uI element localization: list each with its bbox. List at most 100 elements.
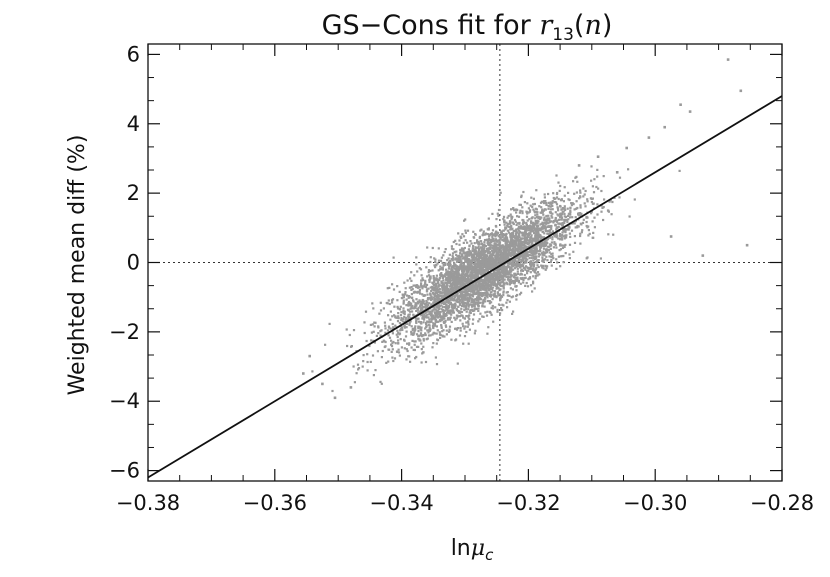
scatter-point bbox=[405, 358, 408, 361]
scatter-point bbox=[596, 213, 599, 216]
scatter-point bbox=[448, 281, 451, 284]
scatter-point bbox=[486, 294, 489, 297]
scatter-point bbox=[458, 287, 461, 290]
scatter-point bbox=[478, 285, 481, 288]
scatter-point bbox=[477, 298, 481, 301]
scatter-point bbox=[509, 268, 512, 272]
scatter-point bbox=[459, 251, 462, 254]
scatter-point bbox=[488, 279, 492, 282]
scatter-point bbox=[489, 262, 492, 265]
scatter-point bbox=[387, 360, 390, 363]
scatter-point bbox=[490, 241, 493, 244]
scatter-point bbox=[505, 281, 508, 284]
scatter-point bbox=[443, 250, 446, 254]
scatter-point bbox=[404, 318, 407, 321]
scatter-point bbox=[493, 262, 496, 265]
scatter-point bbox=[525, 222, 528, 225]
scatter-point bbox=[513, 267, 517, 270]
scatter-point bbox=[392, 256, 395, 259]
scatter-point bbox=[442, 279, 445, 282]
scatter-point bbox=[549, 247, 552, 250]
scatter-point bbox=[477, 272, 480, 275]
scatter-point bbox=[437, 269, 440, 272]
scatter-point bbox=[395, 333, 398, 336]
scatter-point bbox=[517, 246, 520, 249]
scatter-point bbox=[549, 211, 552, 214]
scatter-point bbox=[434, 260, 437, 263]
scatter-point bbox=[528, 218, 531, 221]
scatter-point bbox=[444, 306, 448, 309]
scatter-point bbox=[500, 258, 503, 261]
scatter-point bbox=[444, 248, 447, 251]
scatter-point bbox=[398, 354, 401, 357]
scatter-point bbox=[602, 218, 605, 222]
scatter-point bbox=[523, 225, 526, 228]
scatter-point bbox=[418, 286, 421, 289]
scatter-point bbox=[431, 333, 434, 336]
scatter-point bbox=[543, 193, 546, 196]
scatter-point bbox=[495, 253, 499, 256]
scatter-point bbox=[398, 321, 401, 325]
scatter-point bbox=[502, 261, 505, 264]
scatter-point bbox=[457, 327, 460, 330]
scatter-point bbox=[600, 210, 603, 213]
scatter-point bbox=[505, 241, 508, 244]
scatter-point bbox=[421, 317, 424, 320]
scatter-point bbox=[485, 268, 488, 271]
scatter-point bbox=[518, 203, 521, 206]
scatter-point bbox=[451, 278, 454, 281]
scatter-point bbox=[446, 270, 449, 273]
scatter-point bbox=[471, 286, 474, 289]
scatter-point bbox=[439, 265, 442, 268]
scatter-point bbox=[408, 323, 411, 327]
scatter-point bbox=[434, 266, 437, 269]
scatter-point bbox=[430, 312, 433, 315]
scatter-point bbox=[559, 215, 562, 218]
scatter-point bbox=[515, 232, 518, 235]
scatter-point bbox=[428, 302, 431, 305]
scatter-point bbox=[520, 254, 523, 258]
scatter-point bbox=[403, 347, 406, 350]
scatter-point bbox=[498, 266, 501, 269]
scatter-point bbox=[537, 265, 540, 269]
scatter-point bbox=[471, 247, 474, 250]
scatter-point bbox=[586, 198, 589, 201]
scatter-point bbox=[505, 301, 508, 304]
scatter-point bbox=[412, 327, 415, 330]
scatter-point bbox=[501, 270, 504, 273]
scatter-point bbox=[463, 297, 466, 300]
scatter-point bbox=[503, 223, 506, 226]
scatter-point bbox=[498, 239, 501, 242]
scatter-point bbox=[522, 262, 525, 265]
scatter-point bbox=[451, 306, 454, 309]
scatter-point bbox=[481, 268, 484, 271]
scatter-point bbox=[401, 320, 404, 323]
scatter-point bbox=[532, 197, 535, 200]
scatter-point bbox=[518, 211, 521, 214]
scatter-point bbox=[460, 310, 464, 314]
scatter-point bbox=[493, 233, 496, 236]
scatter-point bbox=[377, 325, 380, 328]
scatter-point bbox=[480, 240, 483, 243]
scatter-point bbox=[459, 319, 462, 322]
scatter-point bbox=[545, 251, 548, 254]
scatter-point bbox=[551, 216, 554, 219]
scatter-point bbox=[442, 309, 445, 312]
scatter-point bbox=[591, 185, 594, 188]
scatter-point bbox=[503, 271, 506, 274]
scatter-point bbox=[473, 236, 476, 239]
scatter-point bbox=[546, 238, 550, 241]
scatter-point bbox=[485, 259, 488, 262]
scatter-point bbox=[414, 291, 417, 294]
scatter-point bbox=[479, 251, 483, 254]
scatter-point bbox=[556, 213, 559, 216]
scatter-point bbox=[520, 245, 523, 248]
scatter-point bbox=[504, 234, 507, 237]
scatter-point bbox=[532, 275, 535, 278]
scatter-point bbox=[538, 205, 541, 208]
scatter-point bbox=[507, 231, 511, 234]
scatter-point bbox=[415, 256, 418, 259]
scatter-point bbox=[476, 270, 479, 273]
scatter-point bbox=[570, 229, 574, 232]
scatter-point bbox=[483, 241, 486, 244]
